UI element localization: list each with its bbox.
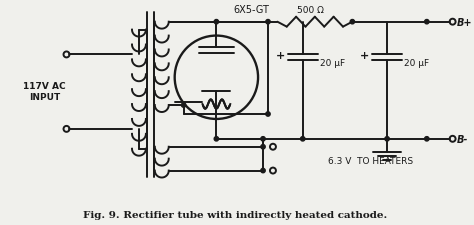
Text: 6.3 V  TO HEATERS: 6.3 V TO HEATERS <box>328 156 413 165</box>
Text: Fig. 9. Rectifier tube with indirectly heated cathode.: Fig. 9. Rectifier tube with indirectly h… <box>83 210 387 219</box>
Circle shape <box>261 137 265 141</box>
Text: 20 μF: 20 μF <box>404 58 429 68</box>
Circle shape <box>261 169 265 173</box>
Text: 500 Ω: 500 Ω <box>297 6 324 15</box>
Text: B+: B+ <box>456 18 472 27</box>
Text: B-: B- <box>456 134 468 144</box>
Circle shape <box>301 137 305 141</box>
Circle shape <box>350 20 355 25</box>
Circle shape <box>182 104 186 108</box>
Text: 20 μF: 20 μF <box>319 58 345 68</box>
Circle shape <box>425 137 429 141</box>
Text: +: + <box>360 51 369 61</box>
Text: +: + <box>275 51 285 61</box>
Circle shape <box>266 20 270 25</box>
Circle shape <box>214 137 219 141</box>
Circle shape <box>266 112 270 117</box>
Circle shape <box>214 20 219 25</box>
Text: 117V AC
INPUT: 117V AC INPUT <box>23 82 66 101</box>
Circle shape <box>261 145 265 149</box>
Circle shape <box>425 20 429 25</box>
Text: 6X5-GT: 6X5-GT <box>233 5 269 15</box>
Circle shape <box>385 137 389 141</box>
